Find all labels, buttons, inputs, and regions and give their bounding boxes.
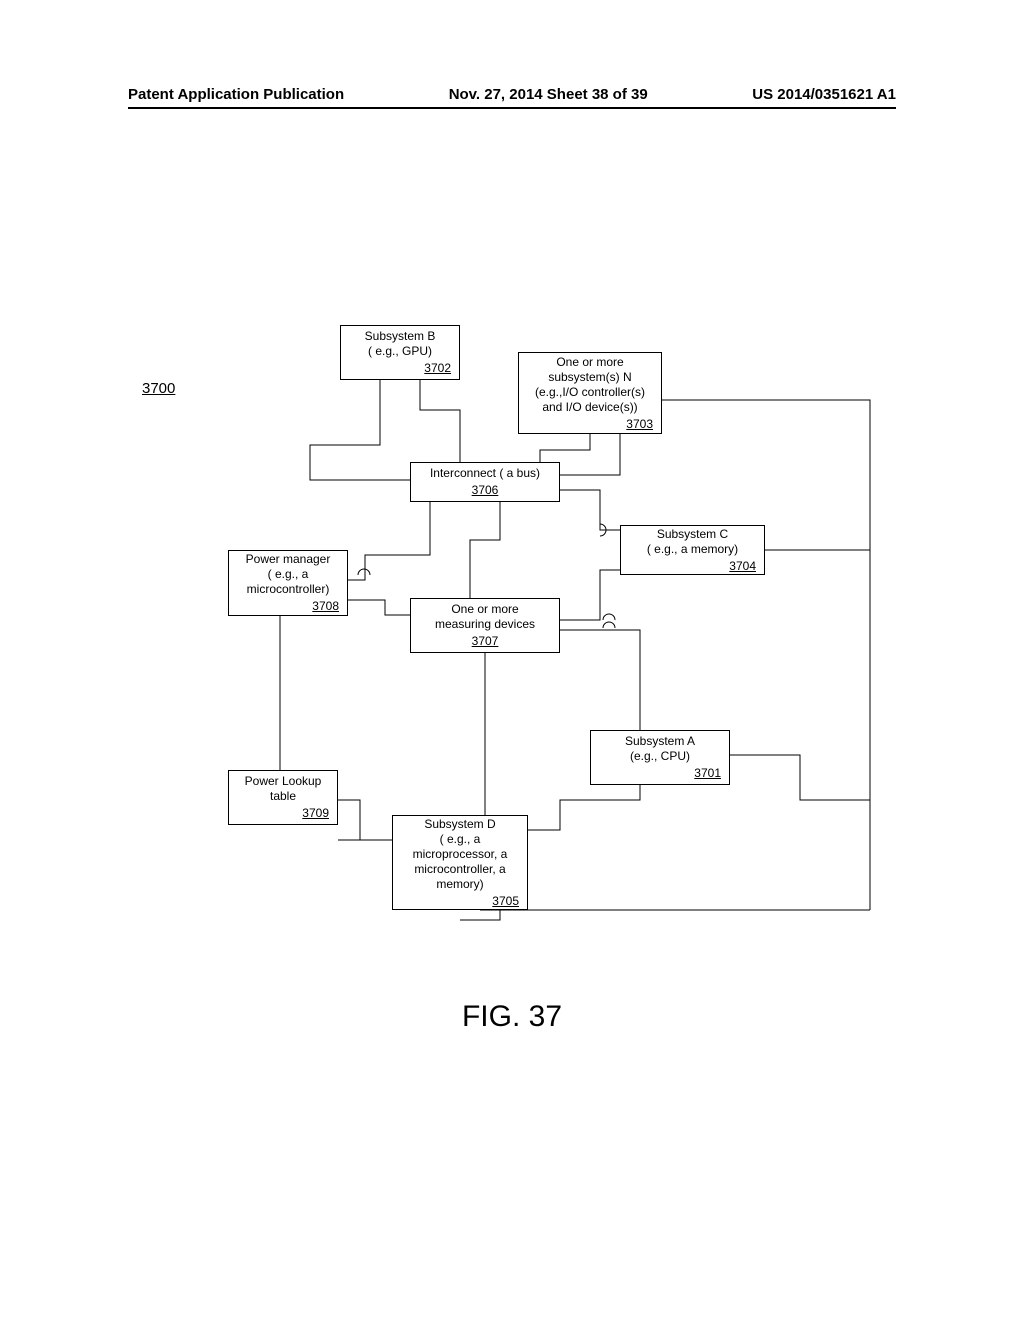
box-subsystem-d: Subsystem D( e.g., amicroprocessor, amic… [392,815,528,910]
box-subsystems-n: One or moresubsystem(s) N(e.g.,I/O contr… [518,352,662,434]
box-ref: 3705 [492,894,521,909]
page: Patent Application Publication Nov. 27, … [0,0,1024,1320]
box-text: One or moresubsystem(s) N(e.g.,I/O contr… [525,355,655,415]
box-subsystem-c: Subsystem C( e.g., a memory) 3704 [620,525,765,575]
box-power-lookup-table: Power Lookuptable 3709 [228,770,338,825]
box-subsystem-a: Subsystem A(e.g., CPU) 3701 [590,730,730,785]
box-text: Interconnect ( a bus) [417,466,553,481]
box-ref: 3706 [417,483,553,498]
box-text: Power manager( e.g., amicrocontroller) [235,552,341,597]
box-power-manager: Power manager( e.g., amicrocontroller) 3… [228,550,348,616]
box-ref: 3702 [424,361,453,376]
box-ref: 3703 [626,417,655,432]
box-subsystem-b: Subsystem B( e.g., GPU) 3702 [340,325,460,380]
box-text: Power Lookuptable [235,774,331,804]
box-measuring-devices: One or moremeasuring devices 3707 [410,598,560,653]
figure-caption: FIG. 37 [0,1000,1024,1034]
box-ref: 3704 [729,559,758,574]
box-text: Subsystem A(e.g., CPU) [597,734,723,764]
box-text: Subsystem D( e.g., amicroprocessor, amic… [399,817,521,892]
diagram: Subsystem B( e.g., GPU) 3702 One or more… [0,0,1024,1320]
box-ref: 3709 [302,806,331,821]
box-ref: 3707 [417,634,553,649]
box-text: Subsystem B( e.g., GPU) [347,329,453,359]
box-interconnect: Interconnect ( a bus) 3706 [410,462,560,502]
box-text: One or moremeasuring devices [417,602,553,632]
box-ref: 3701 [694,766,723,781]
box-ref: 3708 [312,599,341,614]
box-text: Subsystem C( e.g., a memory) [627,527,758,557]
